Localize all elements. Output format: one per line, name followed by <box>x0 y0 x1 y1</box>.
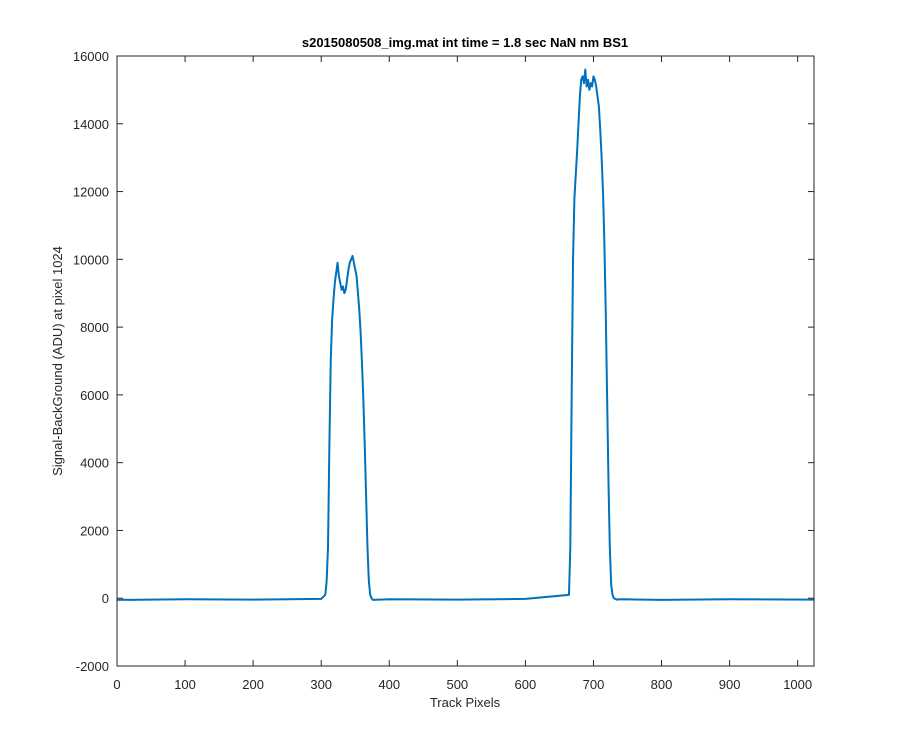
y-axis-ticks: -2000 0 2000 4000 6000 8000 10000 12000 14000 160… <box>73 49 814 674</box>
x-tick-label: 900 <box>719 677 741 692</box>
plot-background <box>117 56 814 666</box>
series-line <box>116 68 815 601</box>
chart-title: s2015080508_img.mat int time = 1.8 sec N… <box>302 35 628 50</box>
x-tick-label: 800 <box>651 677 673 692</box>
x-tick-label: 500 <box>446 677 468 692</box>
y-axis-title: Signal-BackGround (ADU) at pixel 1024 <box>50 246 65 476</box>
y-tick-label: -2000 <box>76 659 109 674</box>
y-tick-label: 2000 <box>80 523 109 538</box>
y-tick-label: 8000 <box>80 320 109 335</box>
y-tick-label: 16000 <box>73 49 109 64</box>
y-tick-label: 12000 <box>73 185 109 200</box>
series-layer <box>116 68 815 601</box>
x-tick-label: 1000 <box>783 677 812 692</box>
x-axis-title: Track Pixels <box>430 695 501 710</box>
x-tick-label: 400 <box>378 677 400 692</box>
y-tick-label: 10000 <box>73 252 109 267</box>
x-axis-ticks: 0 100 200 300 400 500 600 700 800 900 1000 <box>113 56 812 692</box>
x-tick-label: 700 <box>583 677 605 692</box>
x-tick-label: 300 <box>310 677 332 692</box>
x-tick-label: 0 <box>113 677 120 692</box>
x-tick-label: 100 <box>174 677 196 692</box>
y-tick-label: 14000 <box>73 117 109 132</box>
plot-frame <box>116 55 815 667</box>
y-tick-label: 4000 <box>80 456 109 471</box>
y-tick-label: 6000 <box>80 388 109 403</box>
x-tick-label: 600 <box>515 677 537 692</box>
x-tick-label: 200 <box>242 677 264 692</box>
y-tick-label: 0 <box>102 591 109 606</box>
